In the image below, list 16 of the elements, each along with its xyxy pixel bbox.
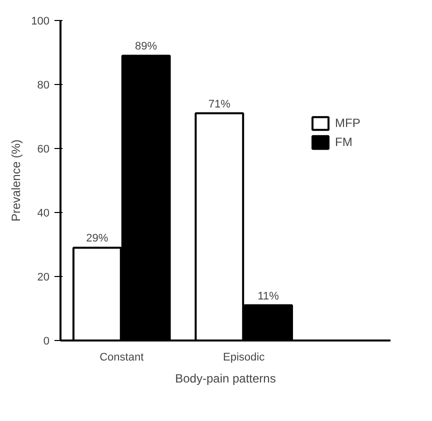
data-label: 29% xyxy=(86,232,108,245)
y-tick-label: 20 xyxy=(37,272,50,284)
x-tick-label: Episodic xyxy=(223,352,266,364)
data-label: 89% xyxy=(135,40,158,53)
legend-label: MFP xyxy=(335,116,360,130)
y-tick-label: 0 xyxy=(43,336,50,348)
y-tick-label: 100 xyxy=(31,16,50,28)
y-tick-label: 40 xyxy=(37,208,50,220)
data-label: 11% xyxy=(258,290,280,302)
legend-label: FM xyxy=(335,135,354,149)
data-label: 71% xyxy=(208,98,231,110)
y-tick-label: 60 xyxy=(37,144,50,156)
x-tick-label: Constant xyxy=(100,352,144,364)
y-tick-label: 80 xyxy=(37,80,50,92)
x-axis-title: Body-pain patterns xyxy=(175,372,276,386)
y-axis-title: Prevalence (%) xyxy=(9,139,24,222)
